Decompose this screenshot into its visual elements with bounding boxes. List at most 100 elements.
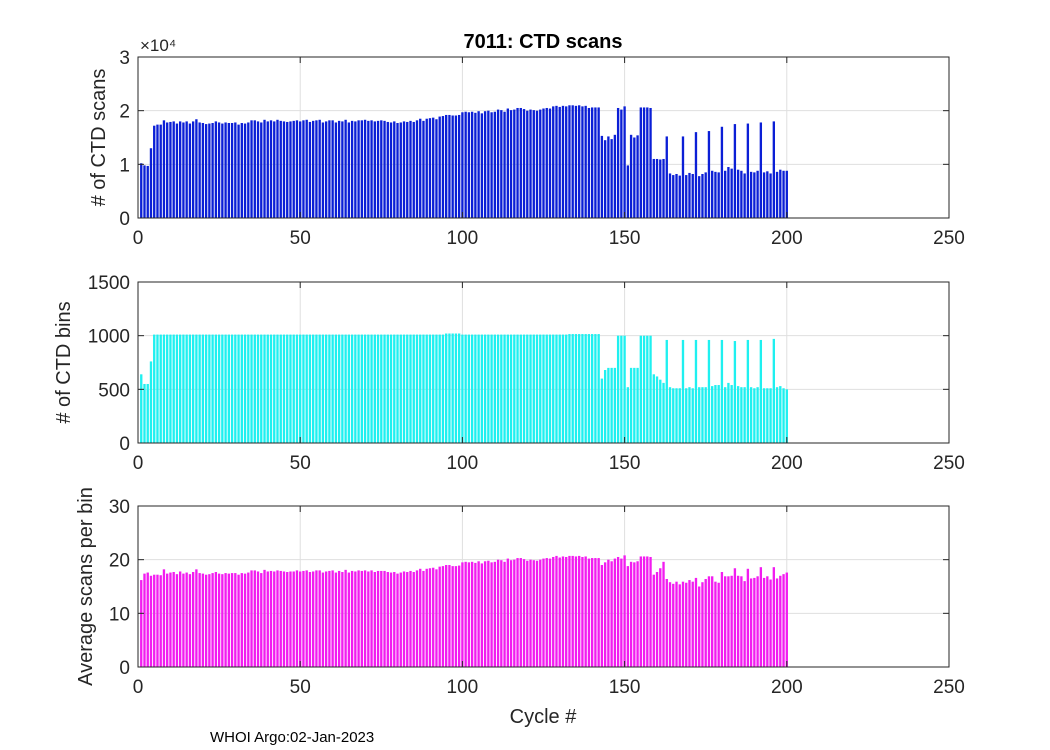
bar — [331, 570, 334, 667]
bar — [769, 579, 772, 667]
bar — [590, 558, 594, 667]
bar — [474, 112, 477, 218]
bar — [590, 334, 594, 443]
bar — [221, 334, 224, 443]
x-tick-label: 0 — [133, 453, 144, 474]
bar — [305, 119, 308, 218]
bar — [324, 121, 328, 218]
bar — [347, 334, 351, 443]
bar — [149, 148, 153, 218]
bar — [613, 134, 617, 218]
bar — [746, 123, 750, 218]
bar — [250, 334, 253, 443]
bar — [457, 333, 461, 443]
bar — [555, 105, 558, 218]
bar — [571, 105, 574, 218]
bar — [584, 105, 587, 218]
bar — [318, 334, 321, 443]
bar — [626, 387, 630, 443]
bar — [376, 334, 380, 443]
y-axis-label: # of CTD scans — [88, 69, 110, 207]
bar — [736, 575, 740, 667]
bar — [402, 571, 406, 667]
bar — [302, 334, 305, 443]
bar — [519, 558, 522, 667]
bar — [626, 165, 630, 218]
bar — [370, 570, 373, 667]
bar — [642, 556, 646, 667]
bar — [496, 559, 500, 667]
bar — [198, 334, 201, 443]
bar — [451, 566, 454, 667]
bar — [616, 556, 620, 667]
bar — [480, 563, 484, 667]
bar — [191, 572, 195, 667]
bar — [240, 573, 243, 667]
bar — [315, 120, 318, 218]
bar — [383, 334, 386, 443]
bar — [490, 112, 493, 218]
bar — [600, 135, 604, 218]
bar — [503, 334, 506, 443]
bar — [565, 334, 568, 443]
bar — [140, 163, 143, 218]
bar — [749, 387, 753, 443]
bar — [594, 558, 597, 667]
bar — [762, 577, 766, 667]
bar — [779, 169, 782, 218]
bar — [279, 334, 282, 443]
bar — [383, 120, 386, 218]
bar — [402, 121, 406, 218]
bar — [214, 334, 218, 443]
bar — [629, 367, 633, 443]
bar — [179, 571, 182, 667]
bar — [204, 334, 208, 443]
bar — [461, 334, 464, 443]
bar — [312, 120, 315, 218]
bar — [461, 112, 464, 218]
bar — [357, 120, 360, 218]
bar — [389, 122, 393, 218]
x-tick-label: 250 — [933, 453, 965, 474]
bar — [610, 367, 613, 443]
bar — [454, 115, 458, 218]
bar — [159, 334, 162, 443]
bar — [266, 571, 269, 667]
bar — [156, 334, 159, 443]
bar — [211, 334, 214, 443]
bar — [214, 121, 218, 218]
bar — [217, 122, 221, 218]
bar — [260, 573, 263, 667]
bar — [464, 111, 467, 218]
bar — [198, 122, 201, 218]
bar — [350, 120, 354, 218]
bar — [344, 334, 347, 443]
bar — [610, 561, 613, 667]
bar — [191, 334, 195, 443]
bar — [594, 334, 597, 443]
bar — [720, 339, 724, 443]
bar — [357, 570, 360, 667]
bar — [694, 577, 698, 667]
bar — [633, 562, 636, 667]
bar — [672, 583, 675, 667]
bar — [675, 388, 678, 443]
bar — [428, 568, 432, 667]
y-tick-label: 500 — [98, 380, 130, 401]
bar — [350, 570, 354, 667]
bar — [516, 107, 519, 218]
bar — [584, 556, 587, 667]
bar — [432, 334, 435, 443]
bar — [665, 136, 668, 218]
bar — [282, 571, 286, 667]
bar — [714, 171, 717, 218]
bar — [282, 334, 286, 443]
bar — [477, 561, 480, 667]
bar — [409, 120, 412, 218]
bar — [626, 566, 630, 667]
bar — [698, 586, 701, 667]
x-tick-label: 200 — [771, 228, 803, 249]
bar — [234, 573, 237, 667]
bar — [224, 122, 227, 218]
bar — [260, 334, 263, 443]
